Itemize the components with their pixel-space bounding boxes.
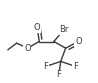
Text: Br: Br (59, 25, 68, 34)
Text: F: F (44, 62, 49, 71)
Text: O: O (34, 23, 41, 32)
Text: O: O (75, 37, 82, 46)
Text: F: F (56, 70, 61, 79)
Text: O: O (24, 44, 31, 53)
Text: F: F (73, 62, 78, 71)
